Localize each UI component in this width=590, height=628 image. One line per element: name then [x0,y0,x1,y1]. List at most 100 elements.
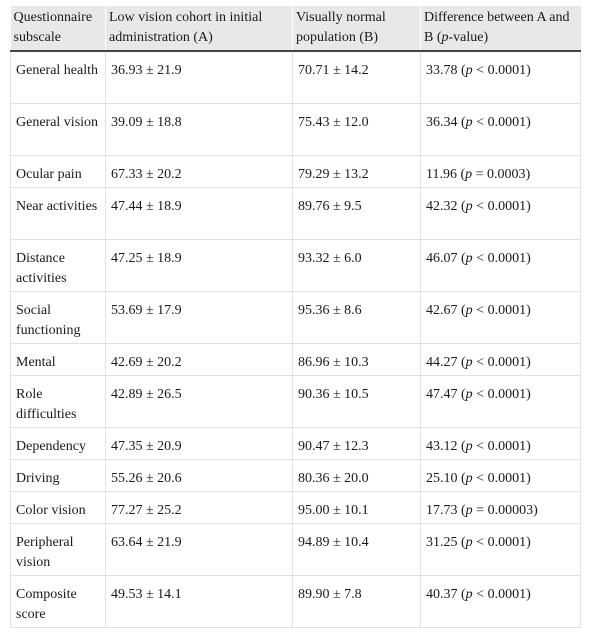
difference-cell: 43.12 (p < 0.0001) [420,427,581,460]
table-row: Composite score 49.53 ± 14.1 89.90 ± 7.8 40… [10,575,581,628]
cohort-a-cell: 47.25 ± 18.9 [105,239,293,292]
cohort-a-cell: 63.64 ± 21.9 [105,523,293,576]
difference-cell: 47.47 (p < 0.0001) [420,375,581,428]
difference-value: 40.37 [426,587,458,602]
cohort-a-cell: 55.26 ± 20.6 [105,459,293,492]
difference-value: 42.32 [426,199,458,214]
difference-value: 43.12 [426,439,458,454]
difference-value: 46.07 [426,251,458,266]
difference-cell: 25.10 (p < 0.0001) [420,459,581,492]
difference-value: 11.96 [426,167,457,182]
population-b-cell: 79.29 ± 13.2 [292,155,421,188]
difference-value: 31.25 [426,535,458,550]
subscale-cell: Role difficulties [10,375,106,428]
p-value: p < 0.0001 [465,471,527,486]
difference-value: 17.73 [426,503,458,518]
subscale-cell: General health [10,51,106,104]
cohort-a-cell: 39.09 ± 18.8 [105,103,293,156]
p-value: p < 0.0001 [465,387,527,402]
cohort-a-cell: 53.69 ± 17.9 [105,291,293,344]
table-row: Near activities 47.44 ± 18.9 89.76 ± 9.5 42… [10,187,581,240]
difference-cell: 42.32 (p < 0.0001) [420,187,581,240]
difference-value: 42.67 [426,303,458,318]
table-body: General health 36.93 ± 21.9 70.71 ± 14.2 33… [10,51,581,628]
p-value: p = 0.00003 [465,503,534,518]
difference-value: 47.47 [426,387,458,402]
population-b-cell: 90.47 ± 12.3 [292,427,421,460]
p-value: p < 0.0001 [465,63,527,78]
header-difference-text: Difference between A and B ( [424,10,570,45]
table-row: Peripheral vision 63.64 ± 21.9 94.89 ± 10.… [10,523,581,576]
cohort-a-cell: 77.27 ± 25.2 [105,491,293,524]
header-difference-suffix: -value) [448,30,489,45]
difference-cell: 11.96 (p = 0.0003) [420,155,581,188]
difference-cell: 36.34 (p < 0.0001) [420,103,581,156]
cohort-a-cell: 47.35 ± 20.9 [105,427,293,460]
table-row: Distance activities 47.25 ± 18.9 93.32 ± 6… [10,239,581,292]
subscale-cell: Composite score [10,575,106,628]
cohort-a-cell: 42.69 ± 20.2 [105,343,293,376]
p-value: p < 0.0001 [465,199,527,214]
table-row: Driving 55.26 ± 20.6 80.36 ± 20.0 25.10 (p … [10,459,581,492]
results-table: Questionnaire subscale Low vision cohort… [10,6,581,628]
cohort-a-cell: 36.93 ± 21.9 [105,51,293,104]
population-b-cell: 89.90 ± 7.8 [292,575,421,628]
subscale-cell: Distance activities [10,239,106,292]
difference-cell: 46.07 (p < 0.0001) [420,239,581,292]
header-difference: Difference between A and B (p-value) [420,6,581,52]
p-value: p < 0.0001 [465,115,527,130]
population-b-cell: 75.43 ± 12.0 [292,103,421,156]
population-b-cell: 89.76 ± 9.5 [292,187,421,240]
population-b-cell: 95.00 ± 10.1 [292,491,421,524]
header-subscale: Questionnaire subscale [10,6,106,52]
cohort-a-cell: 42.89 ± 26.5 [105,375,293,428]
population-b-cell: 86.96 ± 10.3 [292,343,421,376]
difference-cell: 17.73 (p = 0.00003) [420,491,581,524]
subscale-cell: Driving [10,459,106,492]
subscale-cell: Near activities [10,187,106,240]
difference-value: 33.78 [426,63,458,78]
subscale-cell: Color vision [10,491,106,524]
header-population-b: Visually normal population (B) [292,6,421,52]
cohort-a-cell: 47.44 ± 18.9 [105,187,293,240]
subscale-cell: Dependency [10,427,106,460]
population-b-cell: 93.32 ± 6.0 [292,239,421,292]
subscale-cell: Ocular pain [10,155,106,188]
difference-cell: 40.37 (p < 0.0001) [420,575,581,628]
header-difference-p: p [441,30,449,45]
p-value: p < 0.0001 [465,251,527,266]
header-cohort-a: Low vision cohort in initial administrat… [105,6,293,52]
subscale-cell: Peripheral vision [10,523,106,576]
difference-value: 25.10 [426,471,458,486]
table-row: General health 36.93 ± 21.9 70.71 ± 14.2 33… [10,51,581,104]
p-value: p < 0.0001 [465,535,527,550]
table-row: Role difficulties 42.89 ± 26.5 90.36 ± 10.… [10,375,581,428]
population-b-cell: 70.71 ± 14.2 [292,51,421,104]
population-b-cell: 95.36 ± 8.6 [292,291,421,344]
difference-cell: 33.78 (p < 0.0001) [420,51,581,104]
cohort-a-cell: 49.53 ± 14.1 [105,575,293,628]
table-header-row: Questionnaire subscale Low vision cohort… [10,6,581,52]
population-b-cell: 90.36 ± 10.5 [292,375,421,428]
difference-value: 36.34 [426,115,458,130]
subscale-cell: Mental [10,343,106,376]
subscale-cell: General vision [10,103,106,156]
difference-cell: 44.27 (p < 0.0001) [420,343,581,376]
population-b-cell: 94.89 ± 10.4 [292,523,421,576]
table-row: Color vision 77.27 ± 25.2 95.00 ± 10.1 17.7… [10,491,581,524]
difference-cell: 31.25 (p < 0.0001) [420,523,581,576]
p-value: p = 0.0003 [465,167,526,182]
difference-value: 44.27 [426,355,458,370]
table-row: General vision 39.09 ± 18.8 75.43 ± 12.0 36… [10,103,581,156]
subscale-cell: Social functioning [10,291,106,344]
p-value: p < 0.0001 [465,587,527,602]
cohort-a-cell: 67.33 ± 20.2 [105,155,293,188]
difference-cell: 42.67 (p < 0.0001) [420,291,581,344]
p-value: p < 0.0001 [465,303,527,318]
table-row: Dependency 47.35 ± 20.9 90.47 ± 12.3 43.12 … [10,427,581,460]
population-b-cell: 80.36 ± 20.0 [292,459,421,492]
table-row: Social functioning 53.69 ± 17.9 95.36 ± 8.… [10,291,581,344]
table-row: Mental 42.69 ± 20.2 86.96 ± 10.3 44.27 (p <… [10,343,581,376]
table-row: Ocular pain 67.33 ± 20.2 79.29 ± 13.2 11.96… [10,155,581,188]
results-table-container: Questionnaire subscale Low vision cohort… [10,6,581,628]
